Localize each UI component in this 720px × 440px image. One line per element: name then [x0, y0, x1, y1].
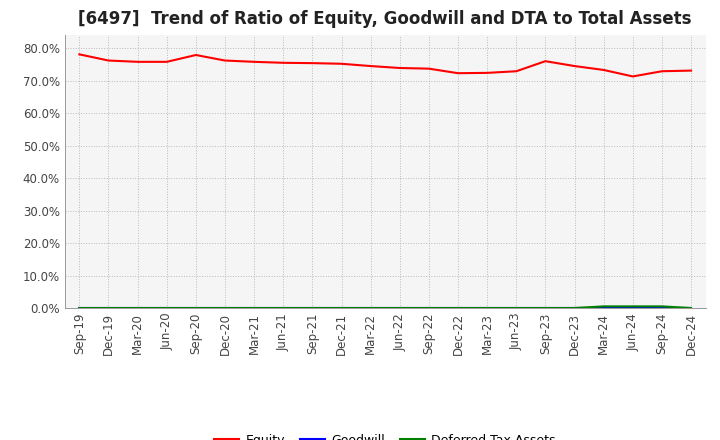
- Deferred Tax Assets: [279, 305, 287, 311]
- Deferred Tax Assets: [337, 305, 346, 311]
- Equity: [366, 63, 375, 69]
- Goodwill: [629, 305, 637, 311]
- Equity: [425, 66, 433, 71]
- Deferred Tax Assets: [220, 305, 229, 311]
- Line: Deferred Tax Assets: Deferred Tax Assets: [79, 306, 691, 308]
- Goodwill: [425, 305, 433, 311]
- Goodwill: [250, 305, 258, 311]
- Equity: [163, 59, 171, 65]
- Deferred Tax Assets: [629, 304, 637, 309]
- Equity: [133, 59, 142, 65]
- Goodwill: [541, 305, 550, 311]
- Goodwill: [657, 305, 666, 311]
- Equity: [250, 59, 258, 65]
- Deferred Tax Assets: [133, 305, 142, 311]
- Line: Equity: Equity: [79, 55, 691, 77]
- Goodwill: [133, 305, 142, 311]
- Deferred Tax Assets: [425, 305, 433, 311]
- Deferred Tax Assets: [104, 305, 113, 311]
- Equity: [75, 52, 84, 57]
- Deferred Tax Assets: [687, 305, 696, 311]
- Deferred Tax Assets: [483, 305, 492, 311]
- Equity: [337, 61, 346, 66]
- Deferred Tax Assets: [570, 305, 579, 311]
- Equity: [541, 59, 550, 64]
- Goodwill: [75, 305, 84, 311]
- Equity: [599, 67, 608, 73]
- Equity: [483, 70, 492, 76]
- Deferred Tax Assets: [192, 305, 200, 311]
- Goodwill: [279, 305, 287, 311]
- Equity: [220, 58, 229, 63]
- Equity: [512, 69, 521, 74]
- Equity: [104, 58, 113, 63]
- Deferred Tax Assets: [657, 304, 666, 309]
- Equity: [454, 70, 462, 76]
- Goodwill: [163, 305, 171, 311]
- Goodwill: [220, 305, 229, 311]
- Goodwill: [395, 305, 404, 311]
- Legend: Equity, Goodwill, Deferred Tax Assets: Equity, Goodwill, Deferred Tax Assets: [210, 429, 561, 440]
- Goodwill: [308, 305, 317, 311]
- Equity: [279, 60, 287, 66]
- Deferred Tax Assets: [250, 305, 258, 311]
- Equity: [395, 66, 404, 71]
- Goodwill: [570, 305, 579, 311]
- Equity: [192, 52, 200, 58]
- Equity: [657, 69, 666, 74]
- Deferred Tax Assets: [395, 305, 404, 311]
- Goodwill: [599, 305, 608, 311]
- Deferred Tax Assets: [366, 305, 375, 311]
- Equity: [687, 68, 696, 73]
- Equity: [629, 74, 637, 79]
- Deferred Tax Assets: [75, 305, 84, 311]
- Equity: [308, 60, 317, 66]
- Goodwill: [454, 305, 462, 311]
- Deferred Tax Assets: [163, 305, 171, 311]
- Deferred Tax Assets: [308, 305, 317, 311]
- Deferred Tax Assets: [599, 304, 608, 309]
- Goodwill: [337, 305, 346, 311]
- Goodwill: [512, 305, 521, 311]
- Deferred Tax Assets: [454, 305, 462, 311]
- Equity: [570, 63, 579, 69]
- Deferred Tax Assets: [512, 305, 521, 311]
- Goodwill: [366, 305, 375, 311]
- Goodwill: [483, 305, 492, 311]
- Goodwill: [192, 305, 200, 311]
- Deferred Tax Assets: [541, 305, 550, 311]
- Goodwill: [687, 305, 696, 311]
- Title: [6497]  Trend of Ratio of Equity, Goodwill and DTA to Total Assets: [6497] Trend of Ratio of Equity, Goodwil…: [78, 10, 692, 28]
- Goodwill: [104, 305, 113, 311]
